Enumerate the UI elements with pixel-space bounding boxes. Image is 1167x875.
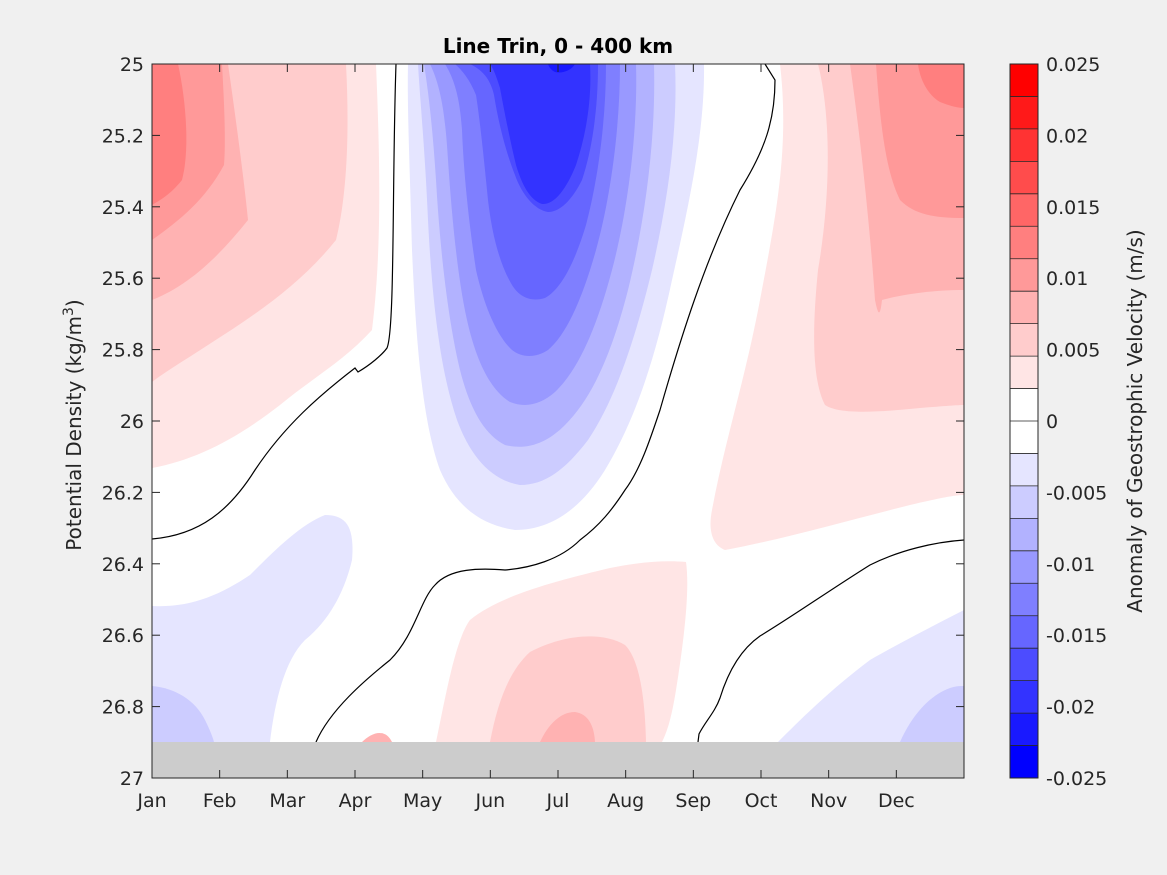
- zero-contour-middle: [315, 64, 776, 743]
- y-tick-label: 25.4: [102, 197, 144, 219]
- y-tick-label: 27: [120, 768, 144, 790]
- plot-area: [151, 63, 965, 779]
- x-axis: Jan Feb Mar Apr May Jun Jul Aug Sep Oct Nov Dec: [136, 64, 915, 812]
- colorbar-tick-label: -0.015: [1046, 625, 1107, 647]
- zero-contour-left: [152, 64, 397, 540]
- colorbar-label: Anomaly of Geostrophic Velocity (m/s): [1123, 229, 1147, 612]
- colorbar-tick-label: 0.015: [1046, 197, 1100, 219]
- colorbar-tick-label: -0.02: [1046, 697, 1095, 719]
- colorbar-swatch: [1010, 453, 1038, 487]
- contour-fill-core-n8: [490, 64, 591, 205]
- zero-contour-right: [697, 539, 964, 743]
- colorbar-tick-label: 0: [1046, 411, 1058, 433]
- colorbar-swatch: [1010, 713, 1038, 747]
- y-tick-label: 25.8: [102, 340, 144, 362]
- contour-fill-dec-n1: [778, 610, 964, 742]
- colorbar-swatch: [1010, 745, 1038, 779]
- x-tick-label: Nov: [810, 790, 847, 812]
- colorbar-swatch: [1010, 421, 1038, 454]
- colorbar-swatch: [1010, 193, 1038, 227]
- x-tick-label: Oct: [745, 790, 778, 812]
- x-tick-label: Aug: [607, 790, 644, 812]
- colorbar-swatch: [1010, 583, 1038, 617]
- colorbar-swatch: [1010, 356, 1038, 390]
- x-tick-label: Apr: [339, 790, 372, 812]
- colorbar-swatch: [1010, 485, 1038, 519]
- colorbar: 0.025 0.02 0.015 0.01 0.005 0 -0.005 -0.01 -0.01…: [1009, 54, 1107, 790]
- x-tick-label: Jun: [474, 790, 505, 812]
- colorbar-swatch: [1010, 550, 1038, 584]
- contour-fill-jan-n1: [152, 515, 353, 742]
- x-tick-label: Sep: [675, 790, 711, 812]
- colorbar-swatch: [1010, 96, 1038, 130]
- y-tick-label: 26.4: [102, 554, 144, 576]
- contour-fill-summer-p2: [490, 636, 646, 742]
- y-tick-label: 25.6: [102, 268, 144, 290]
- y-axis: 25 25.2 25.4 25.6 25.8 26 26.2 26.4 26.6 26.8 27: [102, 54, 964, 790]
- x-tick-label: Feb: [203, 790, 237, 812]
- y-tick-label: 26.6: [102, 625, 144, 647]
- y-axis-label-close: ): [62, 299, 86, 307]
- colorbar-swatch: [1010, 258, 1038, 292]
- colorbar-swatch: [1010, 323, 1038, 357]
- colorbar-swatch: [1010, 615, 1038, 649]
- y-axis-label: Potential Density (kg/m3): [61, 299, 86, 550]
- x-tick-label: Dec: [878, 790, 915, 812]
- colorbar-swatch: [1010, 518, 1038, 552]
- colorbar-tick-label: 0.005: [1046, 340, 1100, 362]
- x-tick-label: Jan: [136, 790, 166, 812]
- contour-fill-summer-p3: [540, 712, 595, 742]
- contour-fill-dec-n2: [900, 686, 964, 742]
- colorbar-swatch: [1010, 680, 1038, 714]
- colorbar-tick-label: -0.025: [1046, 768, 1107, 790]
- colorbar-tick-label: -0.005: [1046, 482, 1107, 504]
- contour-fill-core-n9: [548, 64, 575, 73]
- colorbar-swatch: [1010, 64, 1038, 97]
- y-tick-label: 26: [120, 411, 144, 433]
- y-axis-label-superscript: 3: [61, 307, 77, 316]
- x-tick-label: May: [403, 790, 442, 812]
- colorbar-swatch: [1010, 161, 1038, 195]
- contour-fill-dec-p5: [918, 64, 964, 108]
- y-tick-label: 26.8: [102, 697, 144, 719]
- y-tick-label: 25: [120, 54, 144, 76]
- colorbar-tick-label: -0.01: [1046, 554, 1095, 576]
- colorbar-swatch: [1010, 128, 1038, 162]
- y-tick-label: 25.2: [102, 125, 144, 147]
- colorbar-swatch: [1010, 291, 1038, 325]
- y-tick-label: 26.2: [102, 482, 144, 504]
- x-tick-label: Jul: [546, 790, 570, 812]
- colorbar-frame: [1009, 63, 1039, 779]
- contour-fill-jan-n2: [152, 686, 214, 742]
- colorbar-tick-label: 0.01: [1046, 268, 1088, 290]
- colorbar-swatch: [1010, 648, 1038, 682]
- x-tick-label: Mar: [269, 790, 305, 812]
- colorbar-swatch: [1010, 388, 1038, 422]
- chart-title: Line Trin, 0 - 400 km: [443, 34, 673, 58]
- colorbar-tick-label: 0.025: [1046, 54, 1100, 76]
- contour-fill-summer-p4: [362, 732, 392, 742]
- contour-fill-jan-p5: [152, 64, 187, 205]
- colorbar-swatch: [1010, 226, 1038, 260]
- colorbar-tick-label: 0.02: [1046, 125, 1088, 147]
